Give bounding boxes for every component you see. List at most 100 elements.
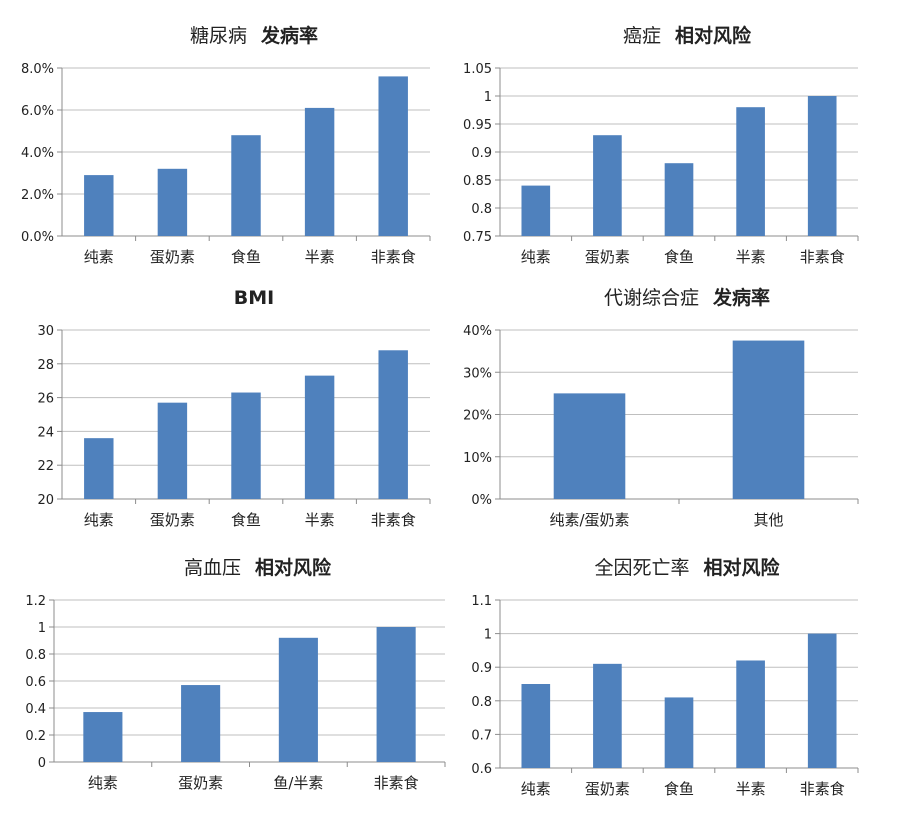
x-tick-label: 食鱼 (231, 248, 261, 266)
y-tick-label: 20 (37, 493, 54, 508)
chart-title-emphasis: 发病率 (260, 24, 318, 47)
y-tick-label: 0.9 (471, 146, 492, 161)
chart-panel-5: 高血压 相对风险 0 0.2 0.4 0.6 0.8 1 1.2 纯素 蛋奶素 鱼/半素 非素食 (0, 546, 448, 828)
y-tick-label: 40% (463, 324, 492, 339)
bar (553, 393, 626, 499)
bar (231, 135, 261, 236)
x-tick-label: 纯素 (84, 511, 114, 529)
chart-panel-3: BMI 20 22 24 26 28 30 纯素 蛋奶素 食鱼 半素 非素食 (0, 276, 448, 546)
y-tick-label: 1 (484, 628, 492, 643)
x-tick-label: 纯素 (88, 774, 118, 792)
y-tick-label: 0.0% (21, 230, 54, 245)
bar (181, 685, 221, 762)
x-tick-label: 食鱼 (231, 511, 261, 529)
x-tick-label: 半素 (305, 248, 335, 266)
bar (593, 135, 622, 236)
y-tick-label: 0.8 (471, 202, 492, 217)
chart-svg: 全因死亡率 相对风险 0.6 0.7 0.8 0.9 1 1.1 纯素 蛋奶素 食鱼 半素 非素食 (471, 556, 859, 798)
y-tick-label: 1.1 (471, 594, 492, 609)
chart-title-emphasis: 相对风险 (704, 556, 781, 579)
x-tick-label: 半素 (736, 780, 766, 798)
chart-title-main: 代谢综合症 (604, 287, 699, 309)
chart-panel-4: 代谢综合症 发病率 0% 10% 20% 30% 40% 纯素/蛋奶素 其他 (448, 276, 898, 546)
bar (157, 402, 188, 499)
y-tick-label: 28 (37, 358, 54, 373)
x-tick-label: 非素食 (800, 780, 845, 798)
x-tick-label: 非素食 (374, 774, 419, 792)
x-tick-label: 蛋奶素 (585, 780, 630, 798)
y-tick-label: 0.6 (25, 675, 46, 690)
chart-title: 全因死亡率 相对风险 (594, 556, 780, 579)
y-tick-label: 20% (463, 409, 492, 424)
chart-title-main: 高血压 (184, 557, 241, 579)
y-tick-label: 0.2 (25, 729, 46, 744)
chart-title: 代谢综合症 发病率 (604, 286, 770, 309)
x-tick-label: 纯素 (84, 248, 114, 266)
y-tick-label: 0.95 (463, 118, 492, 133)
x-tick-label: 非素食 (800, 248, 845, 266)
y-tick-label: 24 (37, 425, 54, 440)
x-tick-label: 鱼/半素 (273, 774, 323, 792)
bar (732, 340, 805, 499)
chart-panel-6: 全因死亡率 相对风险 0.6 0.7 0.8 0.9 1 1.1 纯素 蛋奶素 食鱼 半素 非素食 (448, 546, 898, 828)
bar (304, 375, 335, 499)
bar (231, 392, 261, 499)
bar (664, 163, 694, 236)
y-tick-label: 26 (37, 392, 54, 407)
bar (521, 185, 551, 236)
y-tick-label: 22 (37, 459, 54, 474)
x-tick-label: 纯素/蛋奶素 (549, 511, 629, 529)
x-tick-label: 蛋奶素 (178, 774, 223, 792)
chart-title-emphasis: BMI (234, 287, 274, 309)
x-tick-label: 食鱼 (664, 248, 694, 266)
x-tick-label: 蛋奶素 (585, 248, 630, 266)
bar (84, 175, 114, 236)
bar (664, 697, 694, 768)
y-tick-label: 30% (463, 366, 492, 381)
x-tick-label: 蛋奶素 (150, 248, 195, 266)
bar (736, 660, 765, 768)
chart-title: 糖尿病 发病率 (190, 24, 318, 47)
bar (807, 96, 837, 236)
x-tick-label: 非素食 (371, 248, 416, 266)
y-tick-label: 0.7 (471, 728, 492, 743)
chart-title-main: 全因死亡率 (594, 557, 689, 579)
x-tick-label: 非素食 (371, 511, 416, 529)
y-tick-label: 1 (484, 90, 492, 105)
chart-title-main: 糖尿病 (190, 25, 247, 47)
chart-title-main: 癌症 (623, 25, 661, 47)
y-tick-label: 6.0% (21, 104, 54, 119)
chart-title-emphasis: 发病率 (712, 286, 770, 309)
y-tick-label: 0.8 (471, 695, 492, 710)
y-tick-label: 0.75 (463, 230, 492, 245)
bar (378, 350, 408, 499)
bar (593, 663, 622, 768)
bar (521, 684, 551, 768)
y-tick-label: 0.8 (25, 648, 46, 663)
chart-title-emphasis: 相对风险 (675, 24, 752, 47)
y-tick-label: 0.9 (471, 661, 492, 676)
y-tick-label: 10% (463, 451, 492, 466)
chart-title-emphasis: 相对风险 (255, 556, 332, 579)
x-tick-label: 半素 (736, 248, 766, 266)
y-tick-label: 8.0% (21, 62, 54, 77)
chart-svg: BMI 20 22 24 26 28 30 纯素 蛋奶素 食鱼 半素 非素食 (37, 287, 431, 529)
bar (278, 637, 318, 762)
bar (736, 107, 765, 236)
bar (83, 712, 123, 762)
chart-svg: 高血压 相对风险 0 0.2 0.4 0.6 0.8 1 1.2 纯素 蛋奶素 鱼/半素 非素食 (25, 556, 446, 792)
y-tick-label: 2.0% (21, 188, 54, 203)
y-tick-label: 0% (471, 493, 492, 508)
x-tick-label: 蛋奶素 (150, 511, 195, 529)
bar (157, 168, 188, 236)
chart-svg: 糖尿病 发病率 0.0% 2.0% 4.0% 6.0% 8.0% 纯素 蛋奶素 食鱼 半素 非素食 (21, 24, 431, 266)
bar (807, 633, 837, 768)
chart-svg: 癌症 相对风险 0.75 0.8 0.85 0.9 0.95 1 1.05 纯素 蛋奶素 食鱼 半素 非素… (463, 24, 859, 266)
bar (376, 627, 416, 762)
chart-svg: 代谢综合症 发病率 0% 10% 20% 30% 40% 纯素/蛋奶素 其他 (463, 286, 859, 529)
y-tick-label: 1.05 (463, 62, 492, 77)
x-tick-label: 其他 (753, 511, 783, 529)
bar (84, 438, 114, 499)
x-tick-label: 纯素 (521, 248, 551, 266)
